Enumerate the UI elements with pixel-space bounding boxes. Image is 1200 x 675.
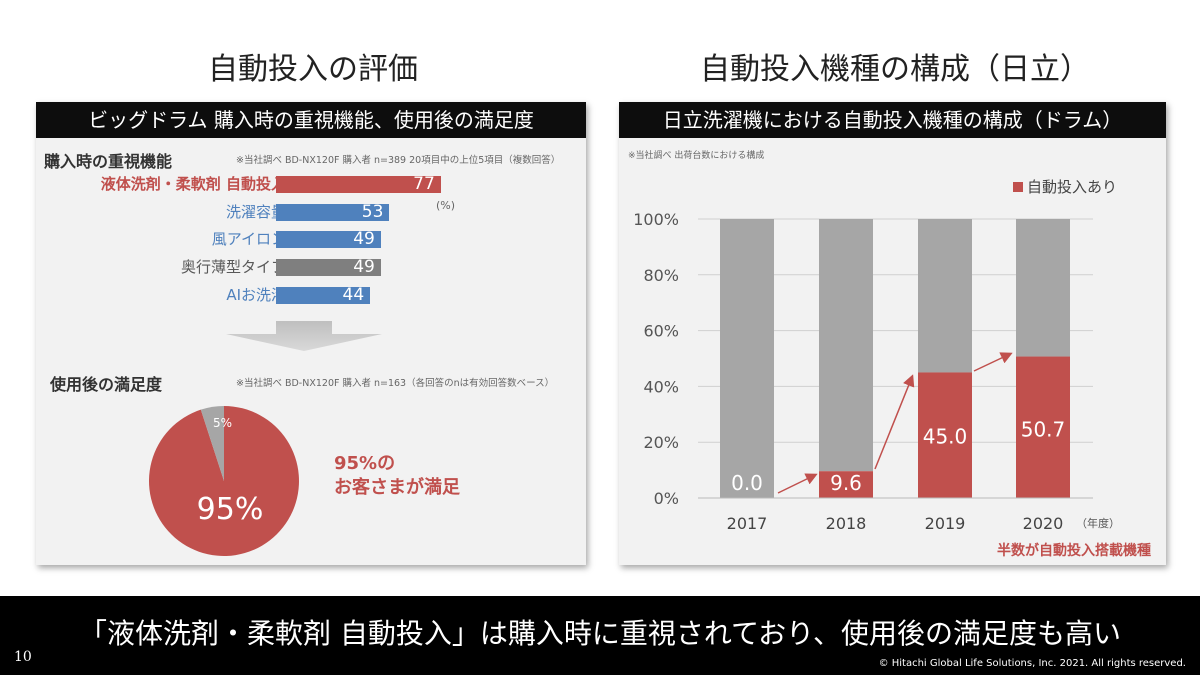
y-tick-label: 0%	[654, 489, 679, 508]
y-tick-label: 20%	[643, 433, 679, 452]
section2-title: 使用後の満足度	[50, 375, 163, 394]
data-label: 50.7	[1021, 418, 1066, 442]
x-tick-label: 2018	[826, 514, 867, 533]
percent-unit: (%)	[436, 199, 456, 212]
x-tick-label: 2020	[1023, 514, 1064, 533]
bar-segment-gray	[1016, 219, 1070, 357]
bar-segment-gray	[819, 219, 873, 472]
bar-value-label: 49	[353, 229, 375, 249]
y-tick-label: 80%	[643, 266, 679, 285]
page-number: 10	[14, 649, 32, 665]
callout-line2: お客さまが満足	[334, 477, 460, 498]
data-label: 0.0	[731, 471, 763, 495]
bar-value-label: 49	[353, 257, 375, 277]
bar-segment-gray	[918, 219, 972, 373]
callout-line1: 95%の	[334, 453, 396, 474]
legend-swatch	[1013, 182, 1023, 192]
bar-label: AIお洗濯	[226, 286, 286, 304]
copyright: © Hitachi Global Life Solutions, Inc. 20…	[878, 658, 1186, 669]
bar-label: 洗濯容量	[225, 203, 286, 221]
pie-main-label: 95%	[197, 492, 264, 527]
x-tick-label: 2017	[727, 514, 768, 533]
pie-small-label: 5%	[213, 416, 232, 430]
bar: 49	[276, 229, 381, 249]
footer-message: 「液体洗剤・柔軟剤 自動投入」は購入時に重視されており、使用後の満足度も高い	[78, 617, 1122, 650]
bar-segment-red	[819, 471, 873, 498]
bar-label: 奥行薄型タイプ	[180, 258, 286, 276]
right-heading: 自動投入機種の構成（日立）	[700, 52, 1090, 87]
x-unit: （年度）	[1076, 517, 1120, 530]
bar-value-label: 53	[361, 202, 384, 222]
pie-slice-other	[200, 406, 224, 481]
pie-slice-satisfied	[148, 406, 299, 556]
conclusion-text: 半数が自動投入搭載機種	[997, 543, 1151, 559]
right-panel: 日立洗濯機における自動投入機種の構成（ドラム）	[619, 102, 1166, 565]
bar: 77	[276, 174, 441, 194]
legend: 自動投入あり	[1013, 176, 1117, 197]
data-label: 9.6	[830, 471, 862, 495]
bar: 53	[276, 202, 390, 222]
x-tick-label: 2019	[925, 514, 966, 533]
bar: 49	[276, 257, 381, 277]
trend-arrow	[777, 473, 818, 494]
bar-segment-gray	[720, 219, 774, 498]
footer-banner: 「液体洗剤・柔軟剤 自動投入」は購入時に重視されており、使用後の満足度も高い 1…	[0, 596, 1200, 675]
bar-segment-red	[918, 372, 972, 498]
bar-label: 液体洗剤・柔軟剤 自動投入	[100, 175, 286, 193]
section1-note: ※当社調べ BD-NX120F 購入者 n=389 20項目中の上位5項目（複数…	[236, 155, 561, 166]
auto-dispense-stacked-chart: 0% 20% 40% 60% 80% 100% 0.0 2017 9.6 2018 45.0 2019…	[633, 210, 1093, 533]
right-note: ※当社調べ 出荷台数における構成	[628, 151, 765, 161]
bar-label: 風アイロン	[211, 230, 286, 248]
trend-arrow	[874, 374, 915, 470]
legend-label: 自動投入あり	[1027, 178, 1118, 196]
right-panel-title: 日立洗濯機における自動投入機種の構成（ドラム）	[619, 102, 1166, 138]
bar-value-label: 44	[342, 285, 365, 305]
data-label: 45.0	[923, 424, 968, 448]
section2-note: ※当社調べ BD-NX120F 購入者 n=163（各回答のnは有効回答数ベース…	[236, 378, 555, 389]
y-tick-label: 40%	[643, 377, 679, 396]
left-panel-title: ビッグドラム 購入時の重視機能、使用後の満足度	[36, 102, 586, 138]
trend-arrow	[973, 352, 1013, 372]
y-tick-label: 60%	[643, 322, 679, 341]
satisfaction-pie-chart: 5% 95%	[148, 406, 299, 556]
section1-title: 購入時の重視機能	[44, 152, 173, 171]
bar-segment-red	[1016, 356, 1070, 498]
down-arrow-icon	[226, 321, 382, 351]
y-tick-label: 100%	[633, 210, 679, 229]
satisfaction-callout: 95%の お客さまが満足	[334, 452, 460, 500]
left-heading: 自動投入の評価	[208, 52, 418, 87]
bar: 44	[276, 285, 371, 305]
bar-value-label: 77	[413, 174, 435, 194]
